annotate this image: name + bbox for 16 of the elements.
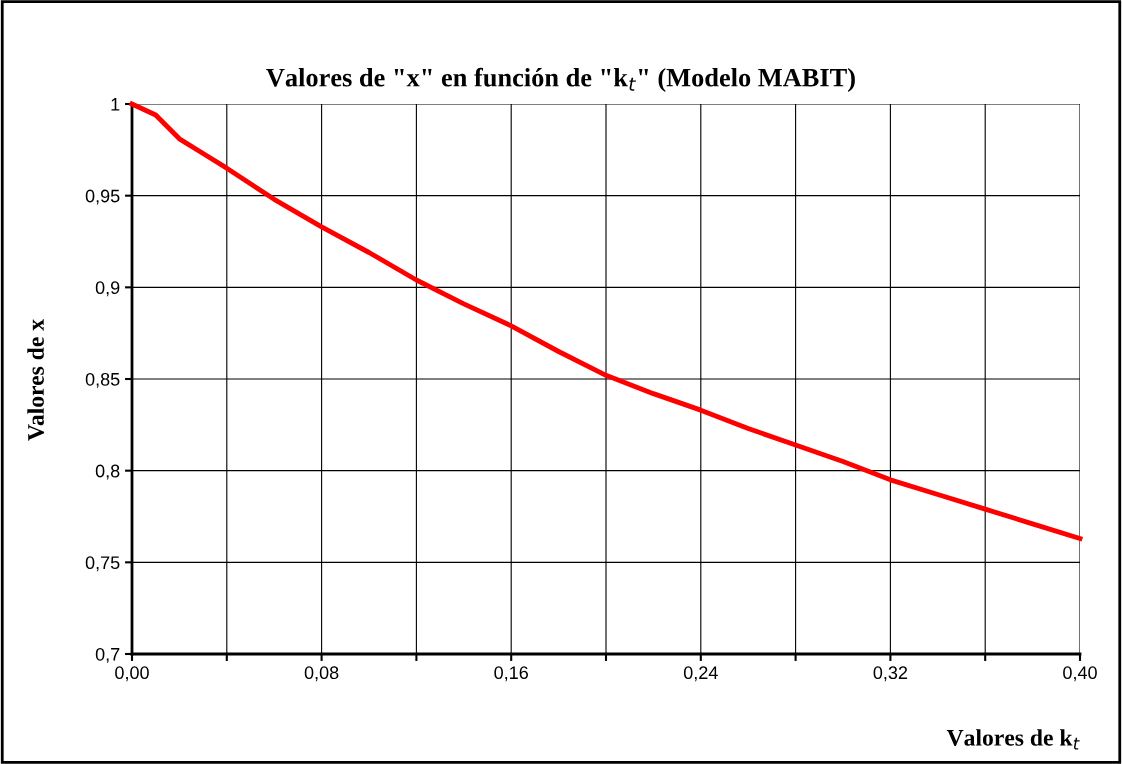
x-tick-label: 0,24 xyxy=(683,666,718,682)
x-tick-label: 0,16 xyxy=(494,666,528,682)
x-tick-label: 0,32 xyxy=(873,666,908,682)
y-tick-label: 0,9 xyxy=(95,281,120,297)
y-tick-label: 0,75 xyxy=(85,556,120,572)
y-tick-label: 0,95 xyxy=(85,189,120,205)
y-tick-label: 0,7 xyxy=(95,647,120,663)
x-tick-label: 0,08 xyxy=(304,666,339,682)
x-tick-label: 0,40 xyxy=(1063,666,1097,682)
x-axis-title: Valores de k$_{t}$ xyxy=(946,729,1080,750)
y-tick-label: 1 xyxy=(111,98,120,111)
y-tick-label: 0,8 xyxy=(95,464,120,480)
y-axis-title: Valores de x xyxy=(27,319,45,441)
y-tick-label: 0,85 xyxy=(85,372,120,388)
x-tick-label: 0,00 xyxy=(115,666,149,682)
chart-title: Valores de "x" en función de "k$_{t}$" (Modelo MABIT) xyxy=(266,67,855,92)
